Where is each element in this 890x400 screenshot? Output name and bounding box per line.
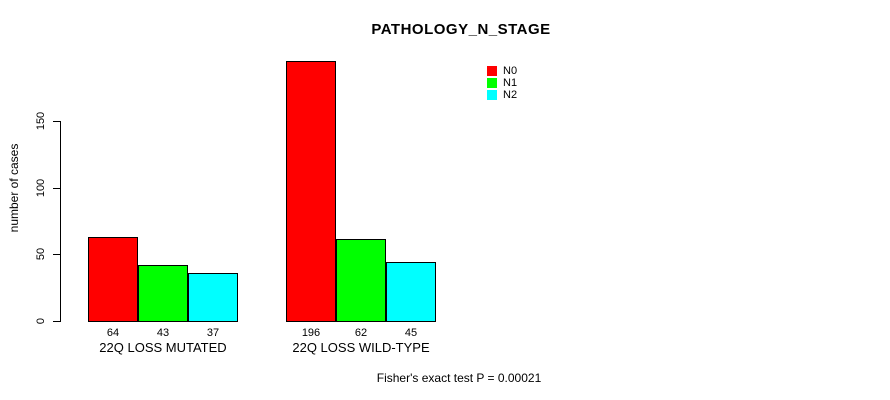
bar-n2-group1 bbox=[188, 273, 238, 322]
legend-swatch-n0 bbox=[487, 66, 497, 76]
y-axis-tick bbox=[53, 188, 60, 189]
y-axis-tick-label: 50 bbox=[35, 247, 47, 261]
category-label: 22Q LOSS WILD-TYPE bbox=[292, 340, 430, 355]
legend: N0 N1 N2 bbox=[487, 65, 517, 101]
legend-label: N0 bbox=[503, 65, 518, 77]
legend-swatch-n1 bbox=[487, 78, 497, 88]
bar-value-label: 37 bbox=[206, 327, 220, 339]
legend-label: N2 bbox=[503, 89, 518, 101]
bar-n1-group2 bbox=[336, 239, 386, 322]
fisher-test-annotation: Fisher's exact test P = 0.00021 bbox=[376, 371, 542, 385]
bar-n0-group1 bbox=[88, 237, 138, 322]
bar-n2-group2 bbox=[386, 262, 436, 322]
bar-n0-group2 bbox=[286, 61, 336, 322]
category-label: 22Q LOSS MUTATED bbox=[99, 340, 227, 355]
y-axis-tick-label: 100 bbox=[35, 178, 47, 198]
legend-swatch-n2 bbox=[487, 90, 497, 100]
legend-item: N0 bbox=[487, 65, 517, 77]
legend-item: N1 bbox=[487, 77, 517, 89]
y-axis-tick-label: 150 bbox=[35, 111, 47, 131]
legend-label: N1 bbox=[503, 77, 518, 89]
bar-value-label: 62 bbox=[354, 327, 368, 339]
bar-value-label: 43 bbox=[156, 327, 170, 339]
bar-n1-group1 bbox=[138, 265, 188, 322]
chart-title: PATHOLOGY_N_STAGE bbox=[371, 21, 551, 38]
y-axis-line bbox=[60, 121, 61, 322]
legend-item: N2 bbox=[487, 89, 517, 101]
y-axis-tick-label: 0 bbox=[35, 317, 47, 325]
y-axis-label: number of cases bbox=[7, 143, 21, 233]
bar-value-label: 45 bbox=[404, 327, 418, 339]
y-axis-tick bbox=[53, 254, 60, 255]
bar-value-label: 196 bbox=[301, 327, 321, 339]
bar-value-label: 64 bbox=[106, 327, 120, 339]
y-axis-tick bbox=[53, 321, 60, 322]
y-axis-tick bbox=[53, 121, 60, 122]
